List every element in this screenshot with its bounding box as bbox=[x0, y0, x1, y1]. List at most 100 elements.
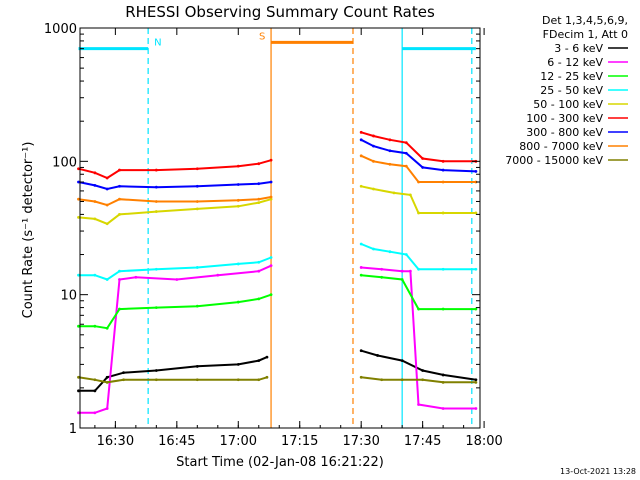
data-point-6-6 bbox=[236, 183, 240, 186]
data-point-4-6 bbox=[236, 204, 240, 208]
data-point-3-12 bbox=[404, 253, 408, 256]
data-point-6-8 bbox=[269, 180, 273, 184]
data-point-1-12 bbox=[408, 269, 412, 273]
series-line-6 bbox=[78, 138, 476, 191]
x-tick-label-4: 17:30 bbox=[342, 434, 379, 449]
data-point-5-1 bbox=[93, 171, 97, 175]
data-point-6-10 bbox=[372, 144, 375, 148]
data-point-1-7 bbox=[257, 269, 261, 273]
y-axis: 1 10 100 1000 bbox=[44, 22, 480, 437]
data-point-0-3 bbox=[122, 371, 125, 375]
flag-label-S: S bbox=[259, 31, 265, 42]
data-point-6-3 bbox=[118, 184, 121, 188]
data-point-8-0 bbox=[77, 375, 80, 379]
data-point-3-11 bbox=[388, 250, 392, 254]
data-point-5-0 bbox=[77, 167, 80, 171]
data-point-1-6 bbox=[216, 273, 220, 277]
legend-label-4: 50 - 100 keV bbox=[533, 98, 603, 111]
data-point-8-6 bbox=[236, 378, 240, 382]
data-point-6-14 bbox=[441, 168, 445, 172]
data-point-3-14 bbox=[441, 267, 445, 271]
data-point-2-14 bbox=[474, 307, 478, 311]
data-point-8-11 bbox=[400, 378, 404, 382]
data-point-5-4 bbox=[154, 168, 158, 172]
data-point-5-14 bbox=[441, 159, 445, 163]
data-point-2-5 bbox=[195, 304, 199, 308]
data-point-5-2 bbox=[105, 176, 109, 180]
data-point-3-7 bbox=[257, 260, 261, 264]
data-point-8-10 bbox=[380, 378, 384, 382]
x-axis: 16:30 16:45 17:00 17:15 17:30 17:45 18:00 bbox=[94, 28, 503, 449]
data-point-6-4 bbox=[154, 185, 158, 189]
data-point-6-0 bbox=[77, 180, 80, 184]
data-point-2-13 bbox=[441, 307, 445, 311]
data-point-0-2 bbox=[105, 375, 109, 379]
data-point-6-12 bbox=[404, 151, 408, 155]
data-point-3-3 bbox=[118, 269, 121, 273]
x-tick-label-5: 17:45 bbox=[404, 434, 441, 449]
data-point-1-0 bbox=[77, 411, 80, 415]
legend-label-7: 800 - 7000 keV bbox=[519, 140, 603, 153]
data-point-8-2 bbox=[105, 380, 109, 384]
data-point-7-3 bbox=[118, 197, 121, 201]
data-point-8-8 bbox=[265, 375, 269, 379]
data-point-0-12 bbox=[421, 369, 425, 372]
data-point-1-5 bbox=[175, 278, 179, 281]
data-point-7-6 bbox=[236, 198, 240, 202]
data-point-7-9 bbox=[359, 154, 363, 158]
data-point-8-4 bbox=[154, 378, 158, 382]
x-tick-label-3: 17:15 bbox=[281, 434, 318, 449]
data-point-2-4 bbox=[154, 306, 158, 309]
data-point-7-12 bbox=[404, 164, 408, 168]
data-point-0-11 bbox=[400, 359, 404, 363]
data-point-1-3 bbox=[118, 278, 121, 281]
legend-label-0: 3 - 6 keV bbox=[554, 42, 603, 55]
legend-label-6: 300 - 800 keV bbox=[526, 126, 603, 139]
data-point-0-7 bbox=[257, 359, 261, 363]
data-point-8-13 bbox=[441, 380, 445, 384]
legend-label-3: 25 - 50 keV bbox=[540, 84, 603, 97]
data-point-4-2 bbox=[105, 222, 109, 226]
x-tick-label-6: 18:00 bbox=[465, 434, 502, 449]
data-point-7-8 bbox=[269, 195, 273, 199]
data-point-1-14 bbox=[441, 407, 445, 410]
data-point-7-4 bbox=[154, 200, 158, 203]
data-point-4-0 bbox=[77, 215, 80, 219]
data-point-4-9 bbox=[359, 184, 363, 188]
data-point-4-7 bbox=[257, 201, 261, 205]
data-point-5-13 bbox=[421, 157, 425, 160]
data-point-0-8 bbox=[265, 355, 269, 359]
data-point-8-7 bbox=[257, 378, 261, 382]
data-point-2-2 bbox=[105, 326, 109, 330]
data-point-4-14 bbox=[441, 211, 445, 215]
data-point-3-1 bbox=[93, 273, 97, 277]
data-point-2-0 bbox=[77, 324, 80, 328]
data-point-6-15 bbox=[474, 170, 478, 173]
plot-frame bbox=[79, 27, 481, 429]
x-axis-label: Start Time (02-Jan-08 16:21:22) bbox=[176, 455, 384, 470]
legend-label-1: 6 - 12 keV bbox=[547, 56, 603, 69]
data-point-7-10 bbox=[372, 159, 375, 163]
data-point-5-9 bbox=[359, 130, 363, 134]
data-point-3-6 bbox=[236, 262, 240, 266]
data-point-0-9 bbox=[359, 349, 363, 353]
data-point-1-11 bbox=[400, 269, 404, 273]
series-line-5 bbox=[78, 131, 476, 180]
data-point-4-5 bbox=[195, 207, 199, 211]
legend-header-line-1: Det 1,3,4,5,6,9, bbox=[542, 14, 628, 27]
legend-label-5: 100 - 300 keV bbox=[526, 112, 603, 125]
data-point-6-13 bbox=[421, 166, 425, 169]
data-point-7-0 bbox=[77, 197, 80, 201]
data-point-5-12 bbox=[404, 141, 408, 145]
legend-label-2: 12 - 25 keV bbox=[540, 70, 603, 83]
series-line-1 bbox=[78, 264, 476, 414]
data-point-5-8 bbox=[269, 158, 273, 162]
data-point-1-15 bbox=[474, 407, 478, 410]
data-point-3-15 bbox=[474, 267, 478, 271]
data-point-2-1 bbox=[93, 324, 97, 328]
data-point-8-1 bbox=[93, 378, 97, 382]
data-point-4-1 bbox=[93, 217, 97, 221]
data-point-7-14 bbox=[441, 180, 445, 184]
y-axis-label: Count Rate (s⁻¹ detector⁻¹) bbox=[21, 142, 36, 319]
data-point-3-5 bbox=[195, 266, 199, 269]
